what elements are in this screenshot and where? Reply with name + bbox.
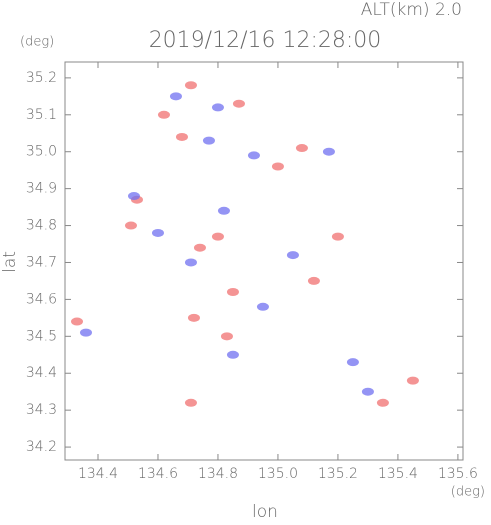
y-tick-label: 34.6: [26, 291, 57, 307]
echo-blob: [184, 81, 197, 90]
y-unit: (deg): [20, 35, 54, 50]
echo-blob: [331, 232, 344, 241]
x-tick-label: 134.6: [138, 466, 178, 482]
x-tick-label: 135.0: [258, 466, 298, 482]
y-tick-label: 34.8: [26, 218, 57, 234]
echo-blob: [220, 332, 233, 341]
x-tick-label: 134.4: [78, 466, 118, 482]
x-tick-label: 135.6: [438, 466, 478, 482]
echo-blob: [169, 92, 182, 101]
echo-blob: [202, 136, 215, 145]
echo-blob: [346, 358, 359, 367]
x-axis-label: lon: [252, 502, 278, 521]
echo-blob: [70, 317, 83, 326]
chart-title: 2019/12/16 12:28:00: [149, 28, 382, 53]
echo-blob: [157, 110, 170, 119]
echo-blob: [307, 276, 320, 285]
x-tick-label: 134.8: [198, 466, 238, 482]
echo-blob: [211, 232, 224, 241]
echo-blob: [376, 398, 389, 407]
echo-blob: [361, 387, 374, 396]
echo-blob: [79, 328, 92, 337]
echo-blob: [295, 144, 308, 153]
echo-blob: [322, 147, 335, 156]
y-tick-label: 34.7: [26, 254, 57, 270]
echo-blob: [226, 350, 239, 359]
y-tick-label: 34.2: [26, 439, 57, 455]
x-tick-label: 135.2: [318, 466, 358, 482]
echo-blob: [406, 376, 419, 385]
y-tick-label: 34.9: [26, 181, 57, 197]
echo-blob: [187, 313, 200, 322]
y-axis-label: lat: [0, 251, 20, 273]
y-tick-label: 35.2: [26, 70, 57, 86]
echo-blob: [232, 99, 245, 108]
echo-blob: [256, 302, 269, 311]
echo-blob: [217, 206, 230, 215]
echo-blob: [211, 103, 224, 112]
echo-blob: [247, 151, 260, 160]
echo-blob: [286, 251, 299, 260]
echo-blob: [175, 132, 188, 141]
y-tick-label: 35.0: [26, 144, 57, 160]
y-tick-label: 34.3: [26, 402, 57, 418]
x-unit: (deg): [451, 485, 485, 500]
echo-blob: [151, 228, 164, 237]
y-tick-label: 34.4: [26, 365, 57, 381]
plot-frame: [64, 61, 464, 461]
altitude-label: ALT(km) 2.0: [361, 0, 462, 20]
echo-blob: [184, 398, 197, 407]
echo-blob: [124, 221, 137, 230]
echo-blob: [184, 258, 197, 267]
echo-blob: [271, 162, 284, 171]
echo-blob: [226, 288, 239, 297]
y-tick-label: 34.5: [26, 328, 57, 344]
echo-blob: [127, 192, 140, 201]
x-tick-label: 135.4: [378, 466, 418, 482]
echo-blob: [193, 243, 206, 252]
y-tick-label: 35.1: [26, 107, 57, 123]
